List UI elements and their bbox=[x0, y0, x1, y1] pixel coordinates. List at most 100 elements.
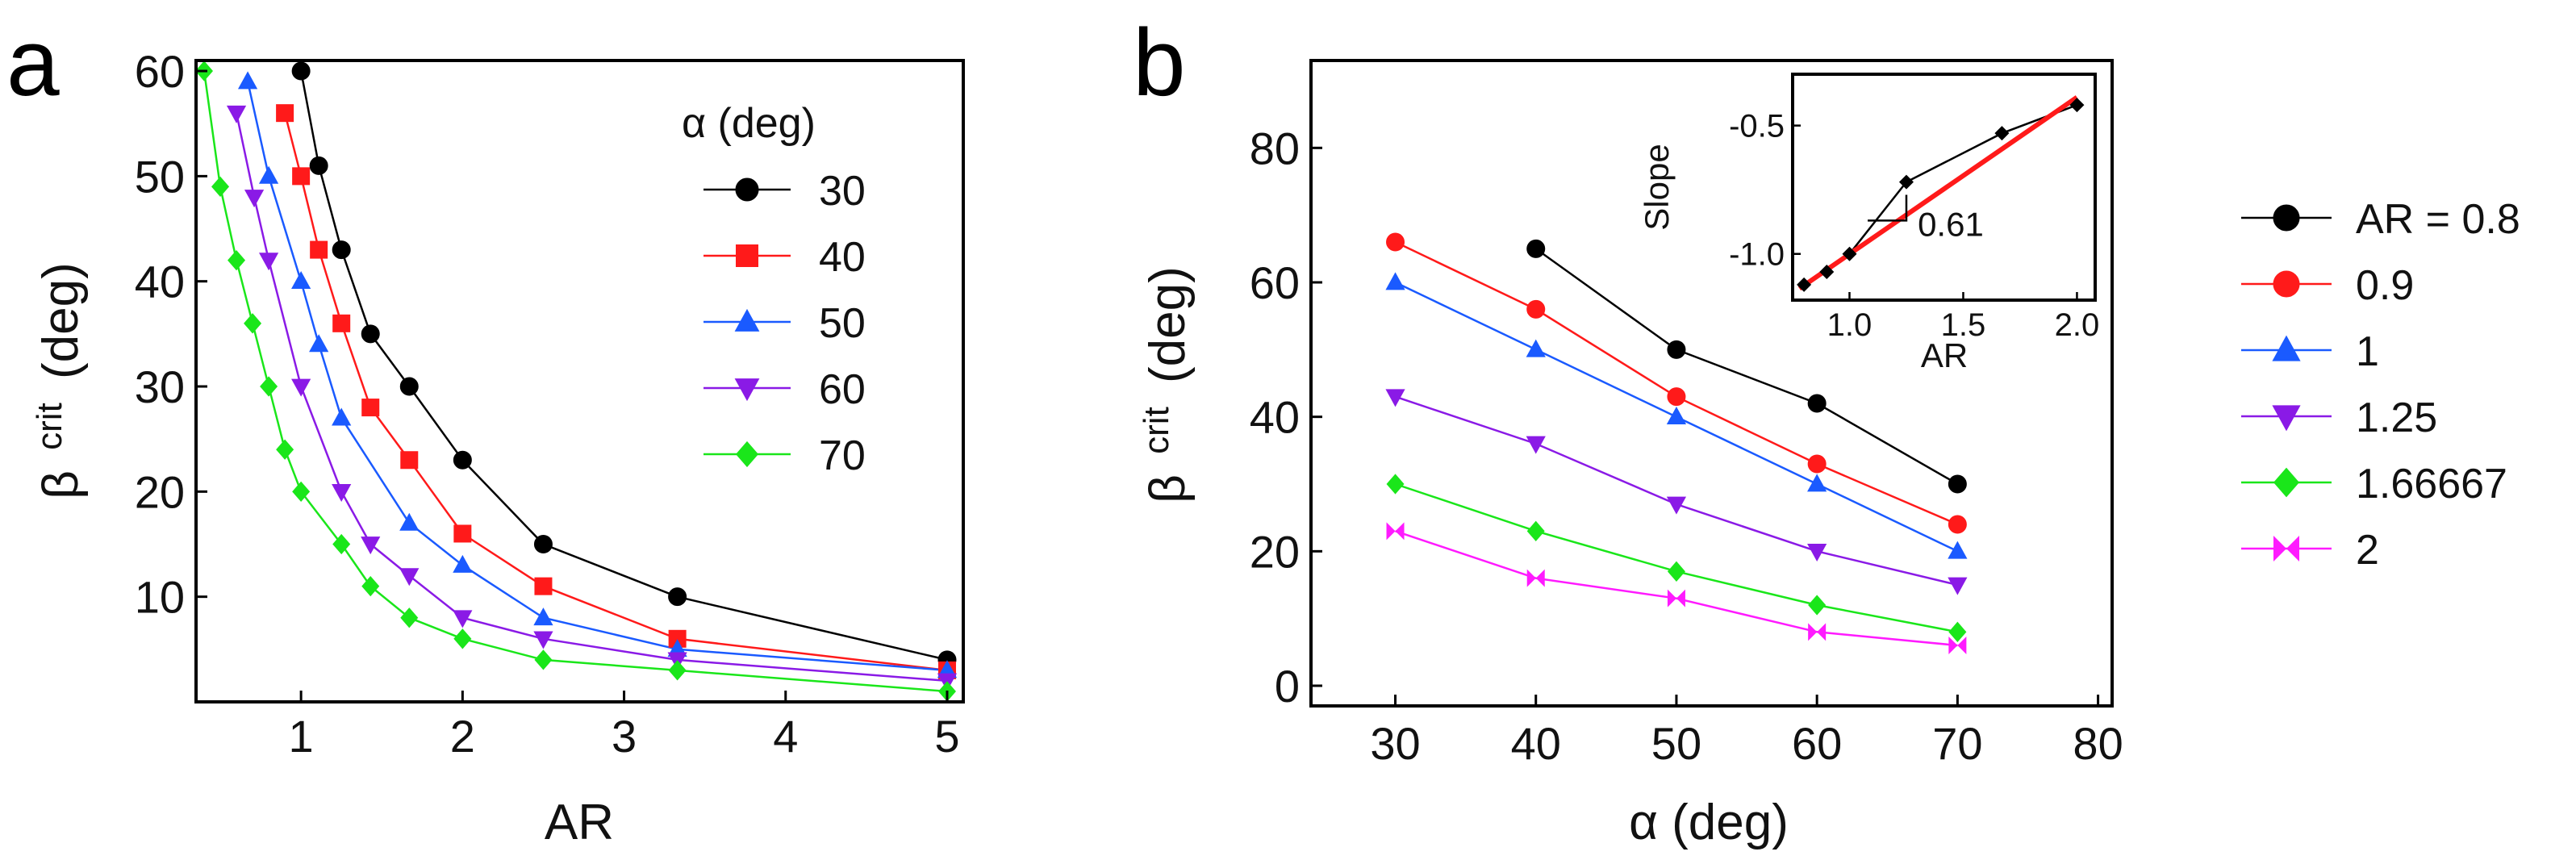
panel-a-point-alpha-60 bbox=[258, 253, 279, 271]
panel-a-point-alpha-70 bbox=[453, 628, 472, 649]
panel-a-point-alpha-40 bbox=[361, 399, 380, 417]
panel-a-point-alpha-60 bbox=[332, 483, 352, 502]
panel-b-point-1.66667 bbox=[1386, 474, 1405, 495]
panel-b-legend-marker-2 bbox=[2273, 536, 2299, 562]
panel-a-point-alpha-50 bbox=[399, 512, 420, 531]
inset-x-tick-label: 1.0 bbox=[1827, 307, 1873, 343]
panel-a-point-alpha-50 bbox=[237, 71, 258, 90]
panel-a-point-alpha-40 bbox=[332, 314, 351, 332]
panel-b-series-markers bbox=[1385, 232, 1968, 654]
panel-a-legend-marker-40 bbox=[736, 244, 758, 267]
panel-b-point-0.9 bbox=[1667, 387, 1686, 407]
panel-a-point-alpha-30 bbox=[361, 324, 380, 344]
panel-b-x-tick-label: 50 bbox=[1651, 718, 1701, 769]
panel-b-point-1 bbox=[1807, 474, 1827, 492]
panel-a-line-alpha-40 bbox=[283, 112, 948, 672]
panel-b-legend-marker-1.25 bbox=[2272, 405, 2301, 432]
panel-a-point-alpha-50 bbox=[533, 607, 553, 626]
panel-b-point-2 bbox=[1808, 623, 1827, 641]
panel-a: a 1 2 3 4 5 10 20 30 40 50 60 AR β crit (deg) α (… bbox=[6, 10, 965, 850]
panel-a-point-alpha-40 bbox=[292, 167, 311, 186]
panel-a-point-alpha-60 bbox=[533, 631, 553, 649]
panel-a-y-ticks: 10 20 30 40 50 60 bbox=[135, 46, 207, 623]
panel-b-point-2 bbox=[1948, 637, 1967, 654]
inset-point bbox=[1819, 265, 1835, 279]
inset-y-tick-label: -0.5 bbox=[1729, 109, 1785, 144]
panel-a-legend-label-50: 50 bbox=[819, 300, 866, 347]
panel-a-point-alpha-40 bbox=[534, 577, 553, 595]
panel-a-legend-marker-30 bbox=[735, 177, 759, 202]
panel-b-legend-marker-1.66667 bbox=[2273, 467, 2299, 498]
panel-a-x-axis-label: AR bbox=[545, 795, 614, 850]
panel-a-y-label-sub: crit bbox=[30, 403, 69, 450]
panel-b-point-1.25 bbox=[1807, 543, 1827, 562]
inset-frame bbox=[1791, 73, 2097, 302]
panel-b-point-1 bbox=[1526, 339, 1546, 357]
panel-a-point-alpha-60 bbox=[453, 610, 473, 628]
panel-a-legend-marker-60 bbox=[734, 378, 760, 402]
panel-a-y-label-unit: (deg) bbox=[33, 262, 89, 379]
panel-a-point-alpha-50 bbox=[258, 165, 279, 184]
panel-b-x-tick-label: 70 bbox=[1932, 718, 1982, 769]
panel-b-y-tick-label: 0 bbox=[1275, 661, 1300, 712]
panel-b-point-1 bbox=[1666, 407, 1687, 425]
panel-b-line-1.25 bbox=[1395, 395, 1958, 587]
panel-a-series-markers bbox=[195, 61, 958, 702]
inset-x-axis-label: AR bbox=[1921, 336, 1968, 374]
panel-a-x-tick-label: 1 bbox=[289, 711, 314, 762]
panel-b-x-ticks: 30 40 50 60 70 80 bbox=[1370, 695, 2123, 769]
panel-a-y-tick-label: 30 bbox=[135, 361, 185, 412]
panel-a-y-tick-label: 60 bbox=[135, 46, 185, 97]
inset-content: 0.61 bbox=[1797, 95, 2085, 292]
panel-b-y-label-sub: crit bbox=[1137, 407, 1176, 454]
panel-a-line-alpha-30 bbox=[299, 70, 948, 662]
panel-a-label: a bbox=[6, 10, 60, 116]
panel-a-point-alpha-40 bbox=[276, 104, 294, 123]
panel-a-legend-title: α (deg) bbox=[682, 100, 816, 147]
panel-b-point-0.9 bbox=[1386, 232, 1405, 252]
panel-b-plot-frame bbox=[1309, 59, 2114, 708]
panel-a-point-alpha-70 bbox=[228, 249, 246, 271]
panel-a-x-ticks: 1 2 3 4 5 bbox=[289, 691, 960, 762]
panel-a-plot-frame bbox=[194, 59, 965, 703]
panel-b-y-tick-label: 20 bbox=[1250, 526, 1300, 577]
panel-a-point-alpha-60 bbox=[361, 536, 381, 555]
panel-a-point-alpha-30 bbox=[533, 535, 553, 554]
panel-a-legend-label-30: 30 bbox=[819, 168, 866, 215]
panel-b-legend-label-1.66667: 1.66667 bbox=[2356, 461, 2507, 507]
panel-b-point-1.25 bbox=[1948, 577, 1968, 595]
panel-a-y-tick-label: 50 bbox=[135, 151, 185, 202]
panel-b-legend-label-1: 1 bbox=[2356, 328, 2379, 375]
panel-b: b 30 40 50 60 70 80 0 20 40 60 80 α (deg) β crit … bbox=[1133, 10, 2520, 850]
panel-b-x-tick-label: 40 bbox=[1511, 718, 1561, 769]
panel-a-point-alpha-40 bbox=[668, 629, 687, 648]
panel-b-inset: 0.61 1.0 1.5 2.0 -0.5 -1.0 AR Slope bbox=[1638, 73, 2099, 374]
panel-b-point-0.9 bbox=[1948, 515, 1967, 534]
panel-a-point-alpha-30 bbox=[399, 377, 419, 396]
panel-b-label: b bbox=[1133, 10, 1186, 116]
panel-b-point-1.66667 bbox=[1667, 561, 1685, 582]
panel-a-point-alpha-30 bbox=[309, 156, 328, 175]
panel-a-line-alpha-50 bbox=[246, 81, 948, 672]
panel-a-point-alpha-50 bbox=[309, 334, 329, 353]
panel-b-x-tick-label: 80 bbox=[2073, 718, 2123, 769]
inset-point bbox=[2069, 98, 2085, 113]
panel-b-point-1.66667 bbox=[1808, 595, 1827, 616]
inset-point bbox=[1797, 277, 1812, 292]
panel-a-point-alpha-70 bbox=[361, 575, 380, 597]
panel-b-y-ticks: 0 20 40 60 80 bbox=[1250, 123, 1322, 712]
panel-a-point-alpha-70 bbox=[276, 439, 294, 460]
panel-b-y-tick-label: 40 bbox=[1250, 392, 1300, 443]
panel-b-legend-label-1.25: 1.25 bbox=[2356, 395, 2437, 441]
panel-b-y-tick-label: 80 bbox=[1250, 123, 1300, 173]
panel-a-point-alpha-70 bbox=[332, 533, 351, 555]
inset-x-tick-label: 1.5 bbox=[1941, 307, 1986, 343]
panel-b-point-1.25 bbox=[1385, 389, 1405, 407]
panel-b-legend-marker-1 bbox=[2272, 335, 2301, 361]
panel-a-point-alpha-50 bbox=[332, 407, 352, 426]
panel-b-point-1 bbox=[1948, 541, 1968, 559]
panel-a-point-alpha-70 bbox=[668, 660, 687, 681]
panel-b-legend-label-AR = 0.8: AR = 0.8 bbox=[2356, 196, 2520, 243]
panel-a-point-alpha-70 bbox=[400, 607, 419, 628]
